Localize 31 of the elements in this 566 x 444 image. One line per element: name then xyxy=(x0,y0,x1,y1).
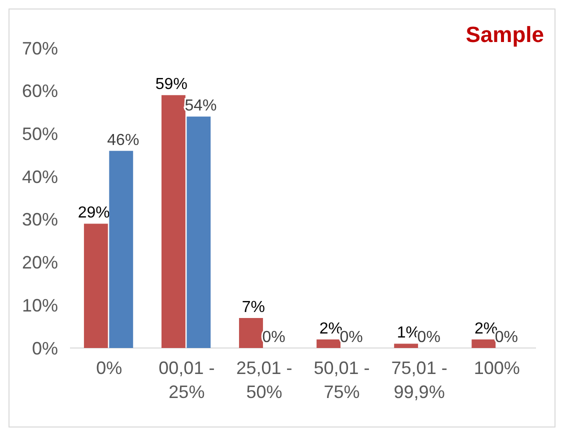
data-label: 7% xyxy=(242,299,265,316)
bar xyxy=(161,95,186,348)
data-label: 46% xyxy=(107,132,140,149)
x-tick-label: 00,01 - 25% xyxy=(158,358,215,402)
chart-title: Sample xyxy=(466,22,544,47)
y-tick-label: 0% xyxy=(32,338,58,358)
bar xyxy=(394,344,418,348)
data-label: 0% xyxy=(417,329,440,346)
y-tick-label: 40% xyxy=(22,166,58,187)
bar xyxy=(84,224,108,348)
bar xyxy=(316,339,341,348)
bar xyxy=(109,150,134,348)
y-tick-label: 10% xyxy=(22,295,58,316)
bar xyxy=(472,339,496,348)
y-tick-label: 60% xyxy=(22,81,58,102)
data-label: 0% xyxy=(494,329,518,346)
y-tick-label: 30% xyxy=(22,210,58,230)
x-tick-label: 25,01 - 50% xyxy=(236,358,292,402)
data-label: 54% xyxy=(184,98,217,115)
y-tick-label: 50% xyxy=(22,124,58,144)
bar xyxy=(186,116,211,348)
data-label: 59% xyxy=(155,76,188,94)
x-tick-label: 100% xyxy=(474,358,520,378)
data-label: 0% xyxy=(340,329,363,346)
y-tick-label: 70% xyxy=(22,38,58,58)
x-tick-label: 0% xyxy=(96,358,122,378)
bar xyxy=(239,318,263,348)
y-tick-label: 20% xyxy=(22,252,58,273)
data-label: 29% xyxy=(78,204,110,222)
x-tick-label: 75,01 - 99,9% xyxy=(391,358,448,402)
x-tick-label: 50,01 - 75% xyxy=(314,358,370,402)
